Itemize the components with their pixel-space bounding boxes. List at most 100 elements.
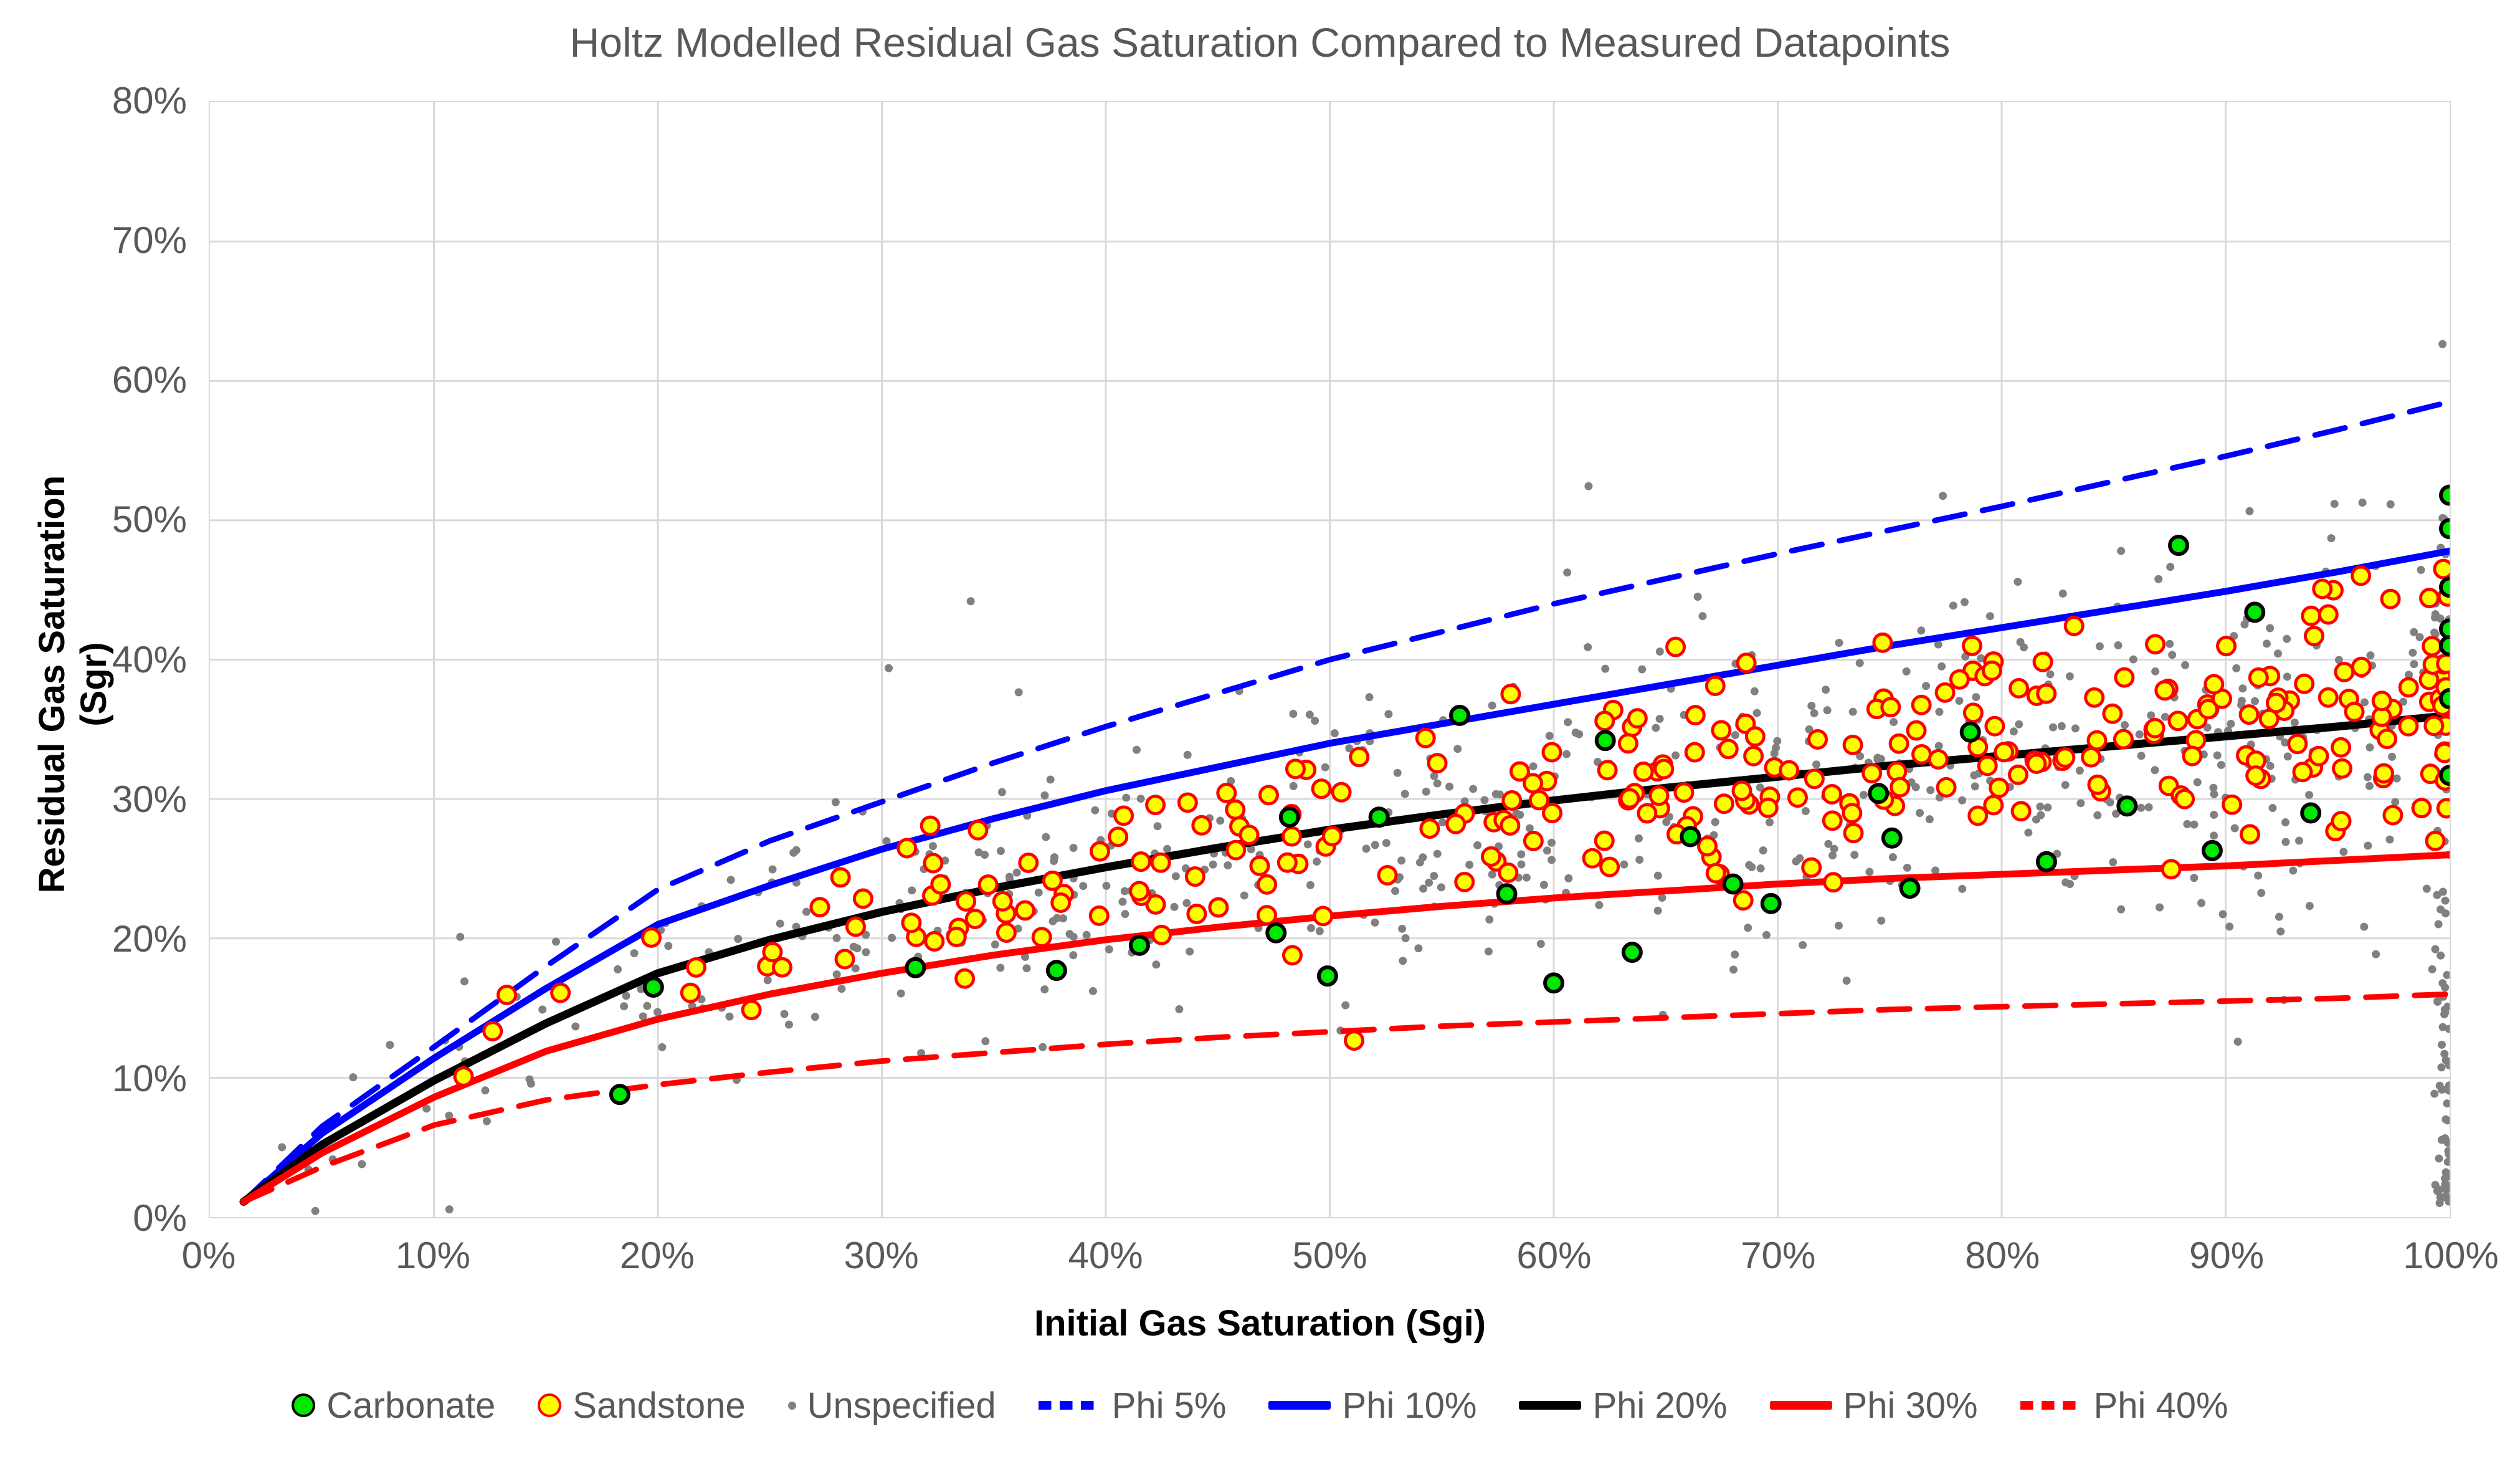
legend-item-phi-40[interactable]: Phi 40% [2020, 1385, 2228, 1426]
datapoint-unspecified [2135, 730, 2144, 739]
datapoint-sandstone [2287, 734, 2308, 755]
datapoint-unspecified [1584, 643, 1592, 651]
datapoint-sandstone [1822, 783, 1843, 805]
datapoint-unspecified [2438, 340, 2447, 348]
datapoint-sandstone [2331, 737, 2352, 758]
datapoint-unspecified [974, 848, 983, 857]
datapoint-sandstone [1257, 874, 1278, 895]
datapoint-carbonate [1680, 826, 1701, 848]
datapoint-sandstone [1186, 903, 1207, 924]
datapoint-unspecified [2443, 971, 2450, 979]
legend-label: Unspecified [807, 1385, 996, 1426]
datapoint-unspecified [1473, 841, 1482, 849]
datapoint-unspecified [2441, 1174, 2449, 1183]
datapoint-unspecified [2290, 719, 2299, 727]
datapoint-unspecified [1460, 797, 1469, 806]
datapoint-carbonate [2244, 601, 2266, 623]
datapoint-sandstone [1377, 864, 1398, 886]
legend-item-phi-20[interactable]: Phi 20% [1519, 1385, 1728, 1426]
datapoint-unspecified [482, 1117, 491, 1125]
datapoint-carbonate [2439, 618, 2450, 640]
datapoint-sandstone [2010, 801, 2032, 822]
legend-item-phi-30[interactable]: Phi 30% [1769, 1385, 1978, 1426]
legend-item-phi-10[interactable]: Phi 10% [1268, 1385, 1476, 1426]
datapoint-unspecified [1801, 807, 1810, 816]
datapoint-unspecified [1050, 853, 1058, 862]
legend-item-sandstone[interactable]: Sandstone [538, 1385, 746, 1426]
datapoint-unspecified [2112, 810, 2121, 818]
datapoint-sandstone [1018, 852, 1039, 873]
datapoint-unspecified [2365, 781, 2374, 790]
datapoint-unspecified [1563, 568, 1572, 577]
datapoint-unspecified [1484, 947, 1493, 956]
datapoint-unspecified [1750, 687, 1759, 695]
datapoint-unspecified [2442, 1115, 2450, 1124]
datapoint-sandstone [1239, 824, 1260, 846]
x-axis-tick-label: 40% [1068, 1235, 1143, 1276]
datapoint-unspecified [2058, 589, 2067, 598]
datapoint-sandstone [2422, 636, 2443, 657]
datapoint-sandstone [2411, 798, 2432, 819]
datapoint-unspecified [882, 837, 891, 846]
legend-label: Phi 20% [1592, 1385, 1728, 1426]
datapoint-sandstone [1880, 697, 1901, 718]
datapoint-sandstone [1861, 763, 1883, 784]
datapoint-sandstone [2161, 859, 2182, 880]
datapoint-carbonate [2035, 851, 2057, 872]
datapoint-sandstone [2351, 656, 2372, 677]
datapoint-unspecified [1485, 915, 1494, 924]
datapoint-unspecified [1903, 863, 1911, 872]
datapoint-unspecified [1398, 924, 1407, 933]
legend-item-carbonate[interactable]: Carbonate [292, 1385, 495, 1426]
datapoint-sandstone [1542, 803, 1562, 824]
datapoint-sandstone [1042, 870, 1063, 891]
datapoint-sandstone [1257, 905, 1277, 926]
datapoint-sandstone [2371, 690, 2392, 712]
datapoint-unspecified [1170, 902, 1179, 911]
datapoint-unspecified [1122, 793, 1131, 802]
datapoint-sandstone [2084, 687, 2105, 708]
datapoint-sandstone [1731, 780, 1752, 801]
datapoint-unspecified [776, 919, 784, 928]
datapoint-unspecified [725, 1012, 734, 1021]
datapoint-sandstone [2198, 699, 2219, 720]
datapoint-unspecified [2435, 1154, 2443, 1163]
datapoint-unspecified [643, 1001, 652, 1010]
legend-label: Carbonate [326, 1385, 496, 1426]
datapoint-sandstone [1501, 790, 1523, 811]
datapoint-unspecified [832, 970, 841, 979]
datapoint-sandstone [1088, 905, 1110, 926]
datapoint-unspecified [832, 934, 841, 942]
datapoint-unspecified [2437, 1063, 2446, 1072]
datapoint-unspecified [726, 876, 735, 884]
datapoint-sandstone [1984, 715, 2005, 737]
datapoint-unspecified [1731, 950, 1739, 959]
datapoint-sandstone [1258, 785, 1279, 806]
datapoint-unspecified [1652, 724, 1660, 732]
datapoint-unspecified [2437, 951, 2445, 960]
datapoint-unspecified [2227, 719, 2235, 728]
datapoint-sandstone [2398, 715, 2419, 737]
datapoint-sandstone [1498, 862, 1519, 883]
datapoint-unspecified [2137, 752, 2146, 760]
datapoint-sandstone [1949, 669, 1970, 690]
datapoint-unspecified [1480, 796, 1489, 805]
datapoint-sandstone [1500, 684, 1521, 705]
datapoint-unspecified [2363, 773, 2372, 781]
x-axis-tick-label: 80% [1965, 1235, 2040, 1276]
legend-item-unspecified[interactable]: Unspecified [787, 1385, 996, 1426]
datapoint-unspecified [1935, 707, 1944, 716]
datapoint-unspecified [664, 942, 673, 950]
datapoint-unspecified [1419, 884, 1428, 893]
legend-item-phi-5[interactable]: Phi 5% [1038, 1385, 1226, 1426]
datapoint-unspecified [1240, 891, 1248, 900]
datapoint-unspecified [1939, 492, 1947, 500]
trend-line-phi-40 [240, 991, 2450, 1205]
datapoint-unspecified [1065, 930, 1074, 939]
datapoint-unspecified [1088, 987, 1097, 995]
datapoint-sandstone [834, 949, 855, 970]
datapoint-unspecified [1216, 816, 1225, 825]
datapoint-sandstone [497, 985, 517, 1005]
datapoint-unspecified [2183, 820, 2192, 828]
datapoint-unspecified [1711, 818, 1719, 826]
